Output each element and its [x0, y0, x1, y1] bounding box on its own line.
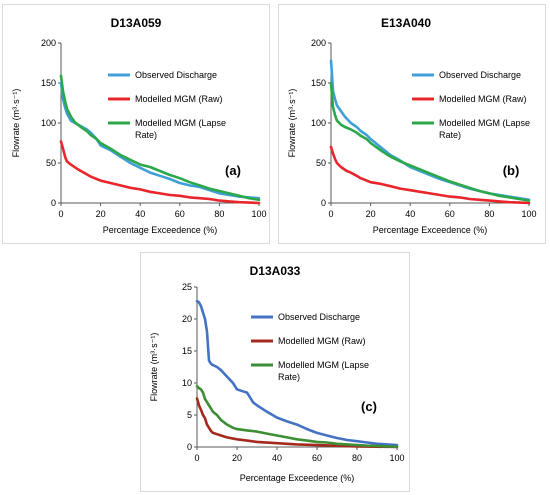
- y-tick-label: 50: [46, 158, 56, 168]
- series-line-0: [195, 299, 399, 447]
- x-tick-label: 60: [445, 209, 455, 219]
- x-tick-label: 40: [135, 209, 145, 219]
- legend-label-1: Modelled MGM (Raw): [439, 94, 527, 104]
- y-tick-label: 200: [41, 38, 56, 48]
- y-tick-label: 100: [41, 118, 56, 128]
- series-line-1: [195, 397, 399, 449]
- y-tick-label: 0: [321, 198, 326, 208]
- chart-svg-1: E13A040 0 20 40 60 80 100 0 50 100 150 200 Percentag…: [287, 16, 537, 235]
- legend-label-2: Modelled MGM (Lapse Rate): [135, 118, 226, 140]
- series-line-1: [59, 140, 261, 205]
- x-tick-label: 0: [328, 209, 333, 219]
- panel-label: (c): [361, 399, 377, 414]
- legend-label-2: Modelled MGM (Lapse Rate): [278, 360, 369, 382]
- chart-panel-a: D13A059 0 20 40 60 80 100 0 50 100 150 200 Percentag…: [2, 4, 270, 244]
- x-tick-label: 60: [312, 453, 322, 463]
- chart-title: D13A059: [111, 16, 162, 30]
- x-tick-label: 60: [175, 209, 185, 219]
- x-tick-label: 20: [232, 453, 242, 463]
- legend-label-0: Observed Discharge: [278, 312, 360, 322]
- x-tick-label: 80: [214, 209, 224, 219]
- x-axis-title: Percentage Exceedence (%): [240, 473, 355, 483]
- y-axis-title: Flowrate (m³·s⁻¹): [149, 333, 159, 402]
- x-tick-label: 40: [272, 453, 282, 463]
- y-tick-label: 5: [187, 410, 192, 420]
- legend-label-0: Observed Discharge: [439, 70, 521, 80]
- chart-svg-0: D13A059 0 20 40 60 80 100 0 50 100 150 200 Percentag…: [11, 16, 267, 235]
- chart-svg-2: D13A033 0 20 40 60 80 100 0 5 10 15 20 25 Percentage …: [149, 264, 405, 483]
- panel-label: (a): [225, 163, 241, 178]
- x-tick-label: 80: [352, 453, 362, 463]
- y-tick-label: 50: [316, 158, 326, 168]
- y-tick-label: 0: [187, 442, 192, 452]
- y-tick-label: 10: [182, 378, 192, 388]
- y-tick-label: 25: [182, 282, 192, 292]
- chart-panel-b: E13A040 0 20 40 60 80 100 0 50 100 150 200 Percentag…: [278, 4, 546, 244]
- x-tick-label: 20: [366, 209, 376, 219]
- y-tick-label: 0: [51, 198, 56, 208]
- legend-label-2: Modelled MGM (Lapse Rate): [439, 118, 530, 140]
- chart-title: E13A040: [381, 16, 431, 30]
- series-line-2: [195, 384, 399, 448]
- x-tick-label: 100: [251, 209, 266, 219]
- series-line-1: [329, 145, 531, 205]
- x-tick-label: 0: [194, 453, 199, 463]
- x-axis-title: Percentage Exceedence (%): [103, 225, 218, 235]
- legend-label-0: Observed Discharge: [135, 70, 217, 80]
- y-tick-label: 20: [182, 314, 192, 324]
- y-axis-title: Flowrate (m³·s⁻¹): [11, 89, 21, 158]
- series-line-0: [59, 81, 261, 200]
- x-tick-label: 0: [58, 209, 63, 219]
- y-tick-label: 100: [311, 118, 326, 128]
- y-tick-label: 150: [41, 78, 56, 88]
- y-axis-title: Flowrate (m³·s⁻¹): [287, 89, 297, 158]
- series-line-2: [59, 74, 261, 202]
- chart-title: D13A033: [250, 264, 301, 278]
- x-tick-label: 100: [389, 453, 404, 463]
- x-tick-label: 20: [96, 209, 106, 219]
- y-tick-label: 200: [311, 38, 326, 48]
- y-tick-label: 15: [182, 346, 192, 356]
- legend-label-1: Modelled MGM (Raw): [278, 336, 366, 346]
- panel-label: (b): [503, 163, 520, 178]
- x-axis-title: Percentage Exceedence (%): [373, 225, 488, 235]
- x-tick-label: 100: [521, 209, 536, 219]
- legend-label-1: Modelled MGM (Raw): [135, 94, 223, 104]
- y-tick-label: 150: [311, 78, 326, 88]
- chart-panel-c: D13A033 0 20 40 60 80 100 0 5 10 15 20 25 Percentage …: [140, 252, 410, 492]
- x-tick-label: 40: [405, 209, 415, 219]
- x-tick-label: 80: [484, 209, 494, 219]
- series-line-2: [329, 81, 531, 202]
